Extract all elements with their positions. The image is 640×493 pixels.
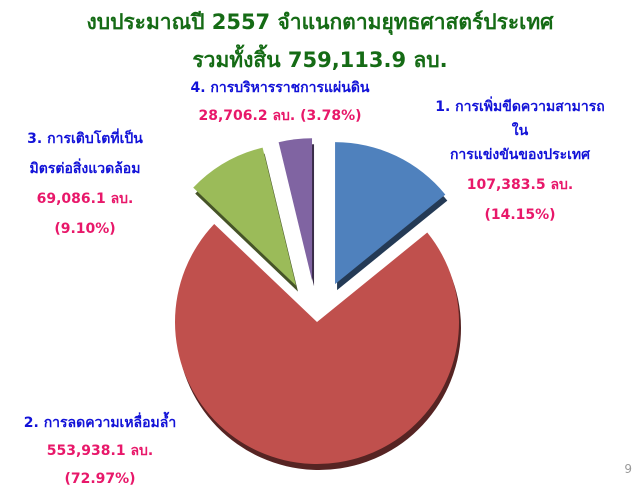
pie-slice-face: [278, 138, 313, 281]
pie-slice-2: [174, 224, 461, 470]
label-slice-4: 4. การบริหารราชการแผ่นดิน 28,706.2 ลบ. (…: [150, 74, 410, 130]
pie-slice-3: [193, 147, 299, 292]
pie-slice-face: [335, 142, 446, 285]
slice-1-name-line: ใน: [511, 123, 529, 139]
slice-4-value: 28,706.2 ลบ. (3.78%): [198, 108, 362, 124]
pie-slice-4: [278, 138, 315, 287]
slice-2-percent: (72.97%): [64, 471, 136, 487]
pie-slice-face: [193, 147, 297, 286]
slice-1-name-line: 1. การเพิ่มขีดความสามารถ: [435, 99, 605, 115]
pie-slice-1: [335, 142, 448, 291]
label-slice-2: 2. การลดความเหลื่อมล้ำ 553,938.1 ลบ. (72…: [0, 409, 200, 493]
label-slice-3: 3. การเติบโตที่เป็น มิตรต่อสิ่งแวดล้อม 6…: [10, 124, 160, 244]
slice-3-percent: (9.10%): [54, 221, 116, 237]
slice-1-name-line: การแข่งขันของประเทศ: [449, 147, 591, 163]
slice-3-name-line: 3. การเติบโตที่เป็น: [27, 131, 143, 147]
slice-2-name: 2. การลดความเหลื่อมล้ำ: [23, 415, 177, 431]
page-number: 9: [624, 462, 632, 476]
slice-1-percent: (14.15%): [484, 207, 556, 223]
chart-subtitle: รวมทั้งสิ้น 759,113.9 ลบ.: [192, 48, 448, 72]
chart-title: งบประมาณปี 2557 จำแนกตามยุทธศาสตร์ประเทศ: [86, 10, 554, 34]
slice-3-value: 69,086.1 ลบ.: [36, 191, 134, 207]
slice-2-value: 553,938.1 ลบ.: [46, 443, 154, 459]
slice-3-name-line: มิตรต่อสิ่งแวดล้อม: [29, 161, 141, 177]
pie-chart: [174, 138, 461, 470]
pie-slice-face: [174, 224, 459, 464]
slice-4-name: 4. การบริหารราชการแผ่นดิน: [190, 80, 370, 96]
label-slice-1: 1. การเพิ่มขีดความสามารถ ใน การแข่งขันขอ…: [400, 92, 640, 230]
slice-1-value: 107,383.5 ลบ.: [466, 177, 574, 193]
